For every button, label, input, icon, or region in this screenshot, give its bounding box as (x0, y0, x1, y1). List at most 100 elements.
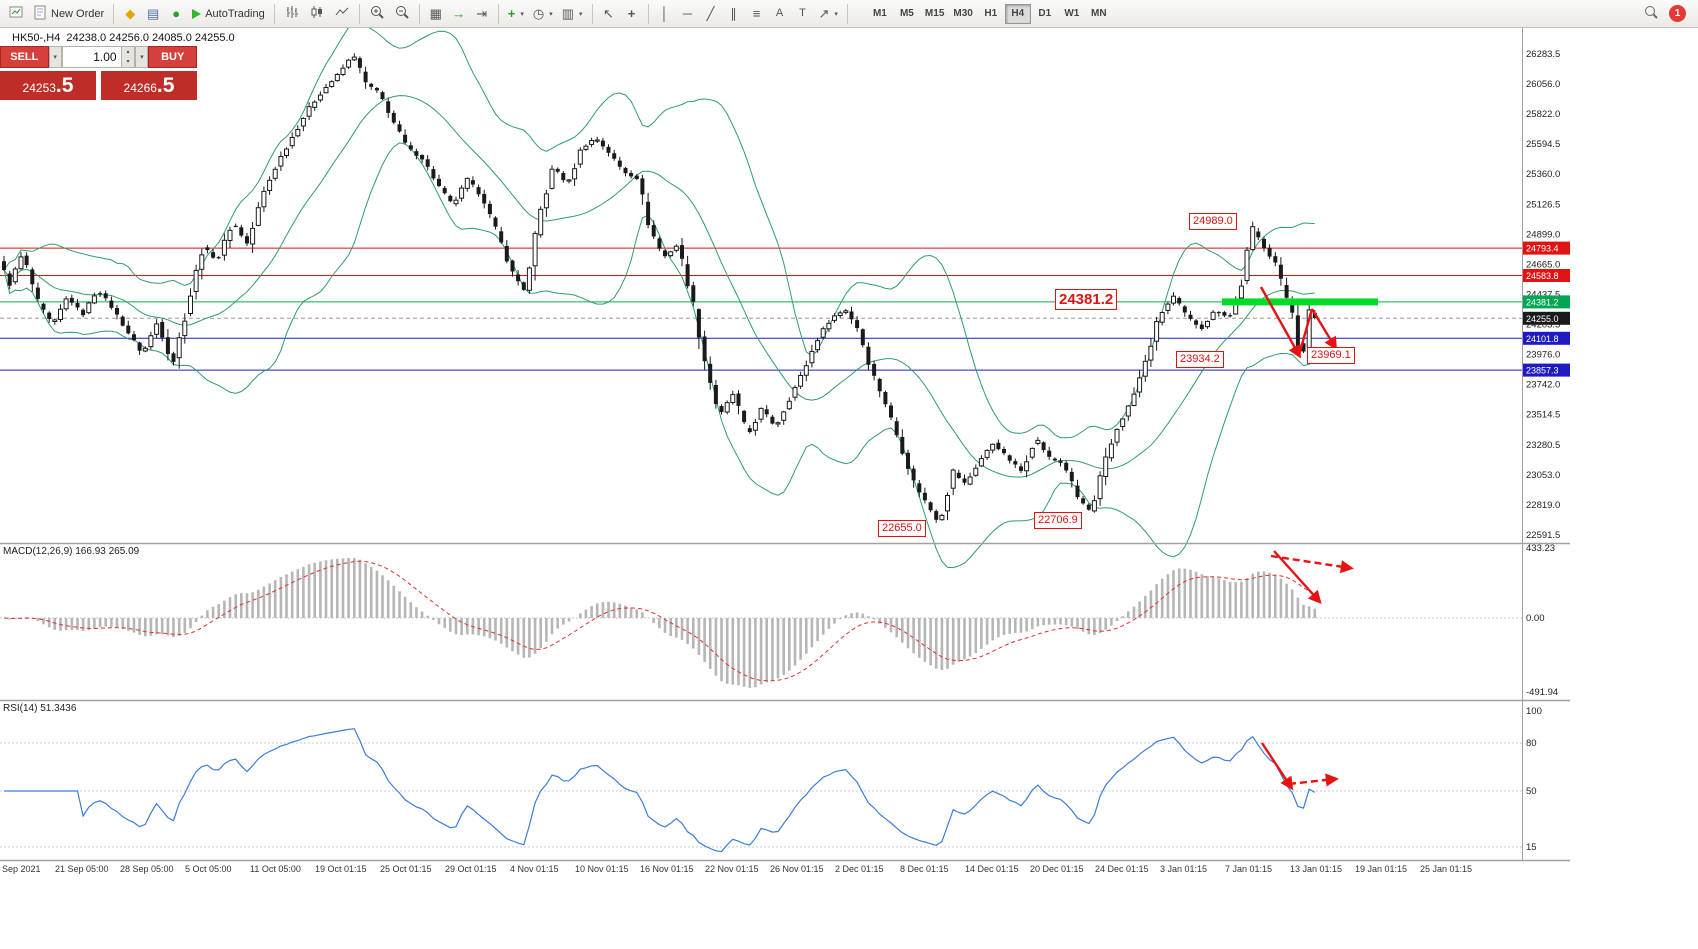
time-axis-label: 4 Nov 01:15 (510, 864, 559, 874)
chevron-down-icon: ▾ (140, 54, 144, 61)
buy-button[interactable]: BUY (148, 46, 198, 68)
new-chart-button[interactable] (4, 3, 28, 25)
trade-widget-controls: SELL ▾ ▴ ▾ ▾ BUY (0, 46, 198, 68)
time-axis-label: 26 Nov 01:15 (770, 864, 824, 874)
trendline-icon: ╱ (706, 6, 715, 21)
timeframe-W1-button[interactable]: W1 (1059, 4, 1085, 24)
svg-text:433.23: 433.23 (1526, 543, 1555, 554)
print-button[interactable]: ▤ (142, 3, 164, 25)
support-zone-highlight[interactable] (1222, 298, 1378, 306)
price-annotation[interactable]: 24381.2 (1055, 289, 1118, 310)
search-icon (1643, 4, 1659, 23)
buy-options-dropdown[interactable]: ▾ (135, 46, 149, 68)
svg-text:24203.5: 24203.5 (1526, 320, 1560, 331)
zoom-out-icon (394, 4, 410, 23)
time-axis[interactable]: Sep 2021 21 Sep 05:00 28 Sep 05:00 5 Oct 05… (0, 861, 1522, 878)
svg-text:25360.0: 25360.0 (1526, 169, 1560, 180)
svg-text:24101.8: 24101.8 (1526, 334, 1559, 344)
channel-button[interactable]: ∥ (723, 3, 745, 25)
timeframe-D1-button[interactable]: D1 (1032, 4, 1058, 24)
fibonacci-button[interactable]: ≡ (746, 3, 768, 25)
macd-signal-line (3, 560, 1316, 682)
clock-icon: ◷ (532, 6, 545, 21)
sell-options-dropdown[interactable]: ▾ (48, 46, 62, 68)
timeframe-M1-button[interactable]: M1 (867, 4, 893, 24)
chart-shift-button[interactable]: ⇥ (471, 3, 493, 25)
annotation-arrow[interactable] (1273, 550, 1322, 604)
vertical-line-button[interactable]: │ (654, 3, 676, 25)
candlestick-chart-button[interactable] (305, 3, 329, 25)
volume-input[interactable] (61, 46, 122, 68)
svg-text:23857.3: 23857.3 (1526, 366, 1559, 376)
periods-button[interactable]: ◷ ▾ (529, 3, 557, 25)
toolbar-right-group: 1 (1639, 3, 1694, 25)
svg-text:80: 80 (1526, 738, 1537, 749)
time-axis-label: 16 Nov 01:15 (640, 864, 694, 874)
auto-scroll-button[interactable]: → (448, 3, 470, 25)
bearish-candles (2, 58, 1317, 520)
volume-increase-button[interactable]: ▴ (121, 47, 135, 57)
horizontal-line-button[interactable]: ─ (677, 3, 699, 25)
toolbar-separator (358, 3, 360, 24)
time-axis-label: 8 Dec 01:15 (900, 864, 949, 874)
autotrading-button[interactable]: AutoTrading (188, 3, 269, 25)
timeframe-MN-button[interactable]: MN (1086, 4, 1112, 24)
svg-text:-491.94: -491.94 (1526, 687, 1558, 698)
timeframe-M15-button[interactable]: M15 (921, 4, 948, 24)
zoom-in-button[interactable] (365, 3, 389, 25)
metaeditor-button[interactable]: ◆ (119, 3, 141, 25)
annotation-arrow[interactable] (1270, 554, 1354, 574)
annotation-arrow[interactable] (1310, 308, 1338, 351)
volume-decrease-button[interactable]: ▾ (121, 57, 135, 67)
cursor-icon: ↖ (603, 6, 614, 21)
timeframe-M30-button[interactable]: M30 (949, 4, 976, 24)
price-annotation[interactable]: 23969.1 (1307, 347, 1355, 364)
crosshair-icon: + (627, 6, 636, 21)
svg-text:26283.5: 26283.5 (1526, 49, 1560, 60)
bollinger-middle-band (3, 95, 1315, 478)
price-annotation[interactable]: 22655.0 (878, 520, 926, 537)
svg-text:24437.5: 24437.5 (1526, 290, 1560, 301)
templates-button[interactable]: ▥ ▾ (558, 3, 587, 25)
tile-windows-icon: ▦ (429, 6, 442, 21)
zoom-out-button[interactable] (390, 3, 414, 25)
timeframe-H4-button[interactable]: H4 (1004, 3, 1031, 24)
cursor-button[interactable]: ↖ (598, 3, 620, 25)
horizontal-line-icon: ─ (682, 6, 693, 21)
price-annotation[interactable]: 23934.2 (1176, 351, 1224, 368)
community-button[interactable]: ● (165, 3, 187, 25)
text-button[interactable]: A (769, 3, 791, 25)
timeframe-H1-button[interactable]: H1 (978, 4, 1004, 24)
annotation-arrow[interactable] (1297, 308, 1314, 356)
sell-price-display[interactable]: 24253.5 (0, 71, 96, 100)
buy-price-display[interactable]: 24266.5 (101, 71, 197, 100)
candlestick-chart-icon (309, 4, 325, 23)
price-annotation[interactable]: 22706.9 (1034, 512, 1082, 529)
time-axis-label: 13 Jan 01:15 (1290, 864, 1343, 874)
line-chart-icon (334, 4, 350, 23)
annotation-arrow[interactable] (1259, 286, 1301, 359)
tile-windows-button[interactable]: ▦ (425, 3, 447, 25)
annotation-arrow[interactable] (1288, 773, 1339, 787)
arrows-button[interactable]: ↗ ▾ (815, 3, 842, 25)
new-order-button[interactable]: New Order (29, 3, 108, 25)
line-chart-button[interactable] (330, 3, 354, 25)
sell-button[interactable]: SELL (0, 46, 49, 68)
time-axis-label: 21 Sep 05:00 (55, 864, 109, 874)
timeframe-M5-button[interactable]: M5 (894, 4, 920, 24)
svg-text:24665.0: 24665.0 (1526, 259, 1560, 270)
price-annotation[interactable]: 24989.0 (1189, 213, 1237, 230)
metaeditor-icon: ◆ (125, 6, 136, 21)
crosshair-button[interactable]: + (621, 3, 643, 25)
bar-chart-button[interactable] (280, 3, 304, 25)
trendline-button[interactable]: ╱ (700, 3, 722, 25)
annotation-arrow[interactable] (1260, 742, 1294, 791)
notification-badge[interactable]: 1 (1669, 5, 1686, 22)
svg-text:24793.4: 24793.4 (1526, 244, 1559, 254)
indicators-button[interactable]: + ▾ (504, 3, 528, 25)
text-label-button[interactable]: T (792, 3, 814, 25)
search-button[interactable] (1639, 3, 1663, 25)
arrow-shape-icon: ↗ (818, 6, 830, 21)
svg-text:22819.0: 22819.0 (1526, 500, 1560, 511)
